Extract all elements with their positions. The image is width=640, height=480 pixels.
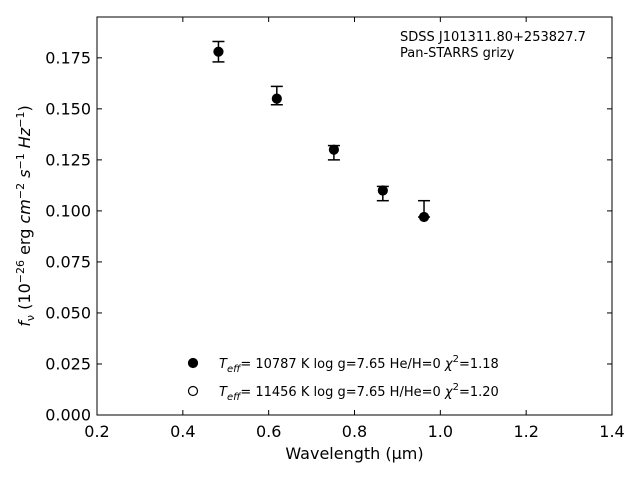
y-axis-label-part: −2 [14,183,27,199]
y-axis-label-part: −1 [14,112,27,128]
x-tick-label: 1.4 [599,422,624,441]
legend-label-part: 2 [453,354,459,365]
y-axis-label-part: s [15,170,34,183]
x-tick-label: 0.6 [256,422,281,441]
legend-label-part: χ [444,385,454,400]
model-point [271,93,282,104]
legend-label-part: 2 [453,382,459,393]
legend-label-part: =1.20 [459,385,499,400]
model-point [328,144,339,155]
y-axis-label-part: f [15,319,34,327]
x-tick-label: 1.0 [428,422,453,441]
y-tick-label: 0.000 [45,406,91,425]
x-tick-label: 1.2 [513,422,538,441]
legend-marker-open [187,385,199,397]
legend-label-part: χ [444,357,454,372]
legend-label-part: eff [227,392,242,403]
object-name-annotation: SDSS J101311.80+253827.7 [400,30,586,45]
y-tick-label: 0.075 [45,252,91,271]
y-axis-label-part: erg [15,224,34,260]
y-tick-label: 0.150 [45,99,91,118]
y-axis-label-part: ν [24,315,37,321]
y-tick-labels: 0.000 0.025 0.050 0.075 0.100 0.125 0.150 0.175 [45,48,91,424]
legend-marker-filled [187,357,199,369]
legend-label-part: = 10787 K log g=7.65 He/H=0 [240,357,445,372]
x-tick-labels: 0.2 0.4 0.6 0.8 1.0 1.2 1.4 [84,422,624,441]
legend-label-part: eff [227,364,242,375]
x-tick-label: 0.2 [84,422,109,441]
y-axis-label-part: −1 [14,153,27,169]
y-tick-label: 0.125 [45,150,91,169]
legend-label-part: T [219,357,228,372]
legend-label-part: =1.18 [459,357,499,372]
data-points [213,46,430,223]
legend-label-part: T [219,385,228,400]
y-tick-label: 0.175 [45,48,91,67]
model-point [213,46,224,57]
model-point [418,211,430,223]
y-axis-label-part: Hz [15,127,34,153]
y-tick-label: 0.025 [45,354,91,373]
model-point [377,185,388,196]
y-axis-label: fν (10−26 erg cm−2 s−1 Hz−1) [14,105,37,326]
y-axis-label-part: cm [15,199,34,223]
legend: Teff= 10787 K log g=7.65 He/H=0 χ2=1.18T… [187,354,499,403]
survey-annotation: Pan-STARRS grizy [400,46,515,61]
y-axis-label-part: (10 [15,283,34,315]
legend-label-part: = 11456 K log g=7.65 H/He=0 [240,385,445,400]
y-tick-label: 0.100 [45,201,91,220]
plot-frame [96,16,613,416]
legend-label: Teff= 10787 K log g=7.65 He/H=0 χ2=1.18 [219,354,499,375]
y-axis-label-part: −26 [14,260,27,283]
x-tick-label: 0.4 [170,422,195,441]
y-axis-label-part: ) [15,105,34,111]
x-tick-label: 0.8 [342,422,367,441]
legend-label: Teff= 11456 K log g=7.65 H/He=0 χ2=1.20 [219,382,499,403]
x-axis-label: Wavelength (μm) [285,444,423,463]
y-tick-label: 0.050 [45,303,91,322]
